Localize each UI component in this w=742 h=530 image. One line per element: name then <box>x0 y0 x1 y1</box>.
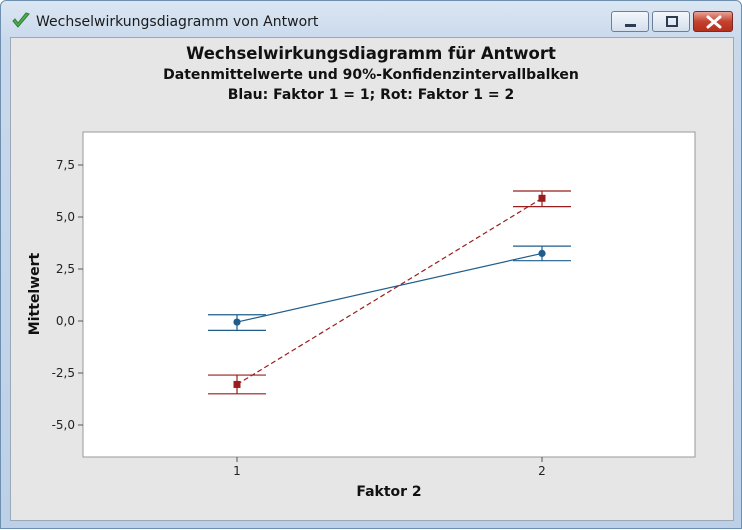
y-tick-label: 0,0 <box>56 314 75 328</box>
data-point <box>538 250 545 257</box>
y-tick-label: 7,5 <box>56 158 75 172</box>
data-point <box>539 195 546 202</box>
data-point <box>233 318 240 325</box>
plot-area <box>83 132 695 457</box>
y-tick-label: 5,0 <box>56 210 75 224</box>
x-tick-label: 1 <box>233 464 241 478</box>
y-axis: -5,0 -2,5 0,0 2,5 5,0 7,5 <box>52 158 83 432</box>
data-point <box>234 381 241 388</box>
x-tick-label: 2 <box>538 464 546 478</box>
y-tick-label: -5,0 <box>52 418 75 432</box>
y-tick-label: -2,5 <box>52 366 75 380</box>
y-axis-label: Mittelwert <box>27 252 43 335</box>
x-axis-label: Faktor 2 <box>356 484 421 500</box>
y-tick-label: 2,5 <box>56 262 75 276</box>
